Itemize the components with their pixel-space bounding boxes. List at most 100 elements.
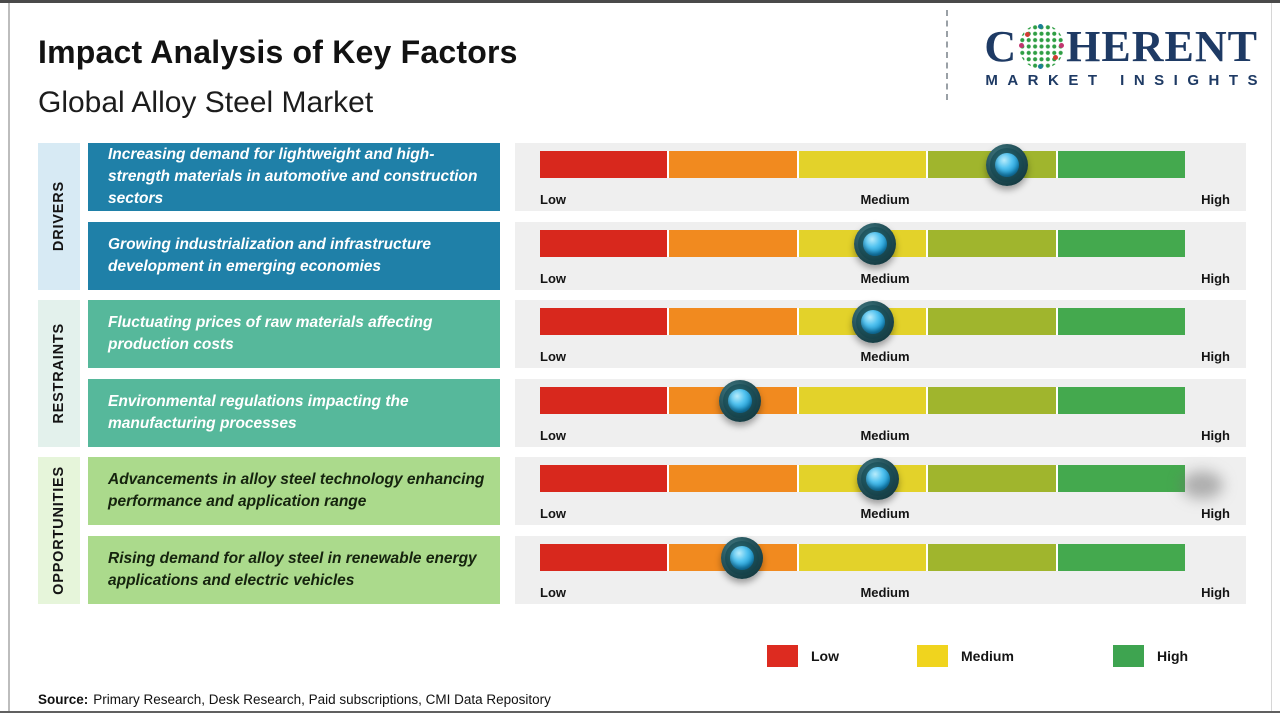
factor-text: Rising demand for alloy steel in renewab…: [108, 550, 477, 589]
group-opportunities: OPPORTUNITIES Advancements in alloy stee…: [38, 457, 1246, 604]
segment-low: [540, 465, 668, 492]
category-label-restraints: RESTRAINTS: [38, 300, 80, 447]
segment-low: [540, 308, 668, 335]
scale-label-high: High: [1201, 585, 1230, 600]
page-title: Impact Analysis of Key Factors: [38, 34, 518, 70]
scale-label-medium: Medium: [860, 428, 910, 443]
category-label-drivers: DRIVERS: [38, 143, 80, 290]
legend-label-low: Low: [811, 648, 839, 664]
scale-label-low: Low: [540, 192, 566, 207]
factor-text: Advancements in alloy steel technology e…: [108, 471, 485, 510]
impact-slider-knob[interactable]: [720, 536, 763, 579]
segment-medium-high: [928, 387, 1056, 414]
factor-row: Environmental regulations impacting the …: [88, 379, 1246, 447]
scale-label-high: High: [1201, 271, 1230, 286]
slide-left-border: [8, 3, 10, 711]
factor-row: Increasing demand for lightweight and hi…: [88, 143, 1246, 211]
segment-medium: [798, 544, 927, 571]
legend-swatch-medium: [917, 645, 948, 667]
globe-dots-icon: [1019, 24, 1065, 69]
segment-low: [540, 387, 668, 414]
scale-labels: Low Medium High: [540, 271, 1230, 287]
impact-bar-track: [540, 143, 1186, 186]
impact-scale-panel: Low Medium High: [515, 457, 1246, 525]
segment-low-medium: [669, 230, 797, 257]
scale-labels: Low Medium High: [540, 349, 1230, 365]
impact-bar-track: [540, 536, 1186, 579]
segment-low-medium: [669, 308, 797, 335]
factor-text: Increasing demand for lightweight and hi…: [108, 146, 478, 207]
impact-slider-knob[interactable]: [718, 379, 761, 422]
impact-scale-panel: Low Medium High: [515, 379, 1246, 447]
scale-label-high: High: [1201, 349, 1230, 364]
segment-medium: [798, 151, 927, 178]
brand-letter-c: C: [984, 21, 1018, 71]
group-restraints: RESTRAINTS Fluctuating prices of raw mat…: [38, 300, 1246, 447]
segment-medium-high: [928, 230, 1056, 257]
source-text: Primary Research, Desk Research, Paid su…: [93, 692, 551, 707]
slide-right-border: [1271, 3, 1272, 711]
brand-tagline: MARKET INSIGHTS: [985, 72, 1267, 89]
scale-label-medium: Medium: [860, 506, 910, 521]
scale-label-low: Low: [540, 585, 566, 600]
scale-label-high: High: [1201, 428, 1230, 443]
factor-text-box: Advancements in alloy steel technology e…: [88, 457, 500, 525]
source-label: Source:: [38, 692, 89, 707]
legend-label-medium: Medium: [961, 648, 1014, 664]
impact-scale-panel: Low Medium High: [515, 222, 1246, 290]
impact-scale-panel: Low Medium High: [515, 536, 1246, 604]
impact-bar-track: [540, 379, 1186, 422]
legend-swatch-high: [1113, 645, 1144, 667]
segment-high: [1057, 230, 1186, 257]
slide-bottom-border: [0, 711, 1280, 713]
legend-item-high: High: [1113, 645, 1188, 667]
segment-low-medium: [669, 465, 797, 492]
scale-label-high: High: [1201, 192, 1230, 207]
impact-slider-knob[interactable]: [851, 300, 894, 343]
scale-label-low: Low: [540, 271, 566, 286]
factor-row: Growing industrialization and infrastruc…: [88, 222, 1246, 290]
factor-row: Fluctuating prices of raw materials affe…: [88, 300, 1246, 368]
segment-low: [540, 151, 668, 178]
segment-medium-high: [928, 544, 1056, 571]
scale-label-medium: Medium: [860, 192, 910, 207]
segment-medium-high: [928, 465, 1056, 492]
scale-label-medium: Medium: [860, 585, 910, 600]
scale-label-medium: Medium: [860, 271, 910, 286]
category-label-opportunities: OPPORTUNITIES: [38, 457, 80, 604]
scale-labels: Low Medium High: [540, 585, 1230, 601]
brand-letters-rest: HERENT: [1066, 21, 1258, 71]
segment-high: [1057, 151, 1186, 178]
category-text: OPPORTUNITIES: [51, 466, 67, 595]
header-dashed-divider: [946, 10, 948, 100]
factor-text: Fluctuating prices of raw materials affe…: [108, 314, 433, 353]
scale-label-low: Low: [540, 349, 566, 364]
scale-label-medium: Medium: [860, 349, 910, 364]
segment-low-medium: [669, 151, 797, 178]
impact-slider-knob[interactable]: [856, 457, 899, 500]
factor-text: Growing industrialization and infrastruc…: [108, 236, 431, 275]
bar-end-shadow: [1181, 471, 1223, 499]
factor-text-box: Growing industrialization and infrastruc…: [88, 222, 500, 290]
impact-scale-panel: Low Medium High: [515, 300, 1246, 368]
scale-labels: Low Medium High: [540, 506, 1230, 522]
impact-bar-track: [540, 300, 1186, 343]
factor-text-box: Increasing demand for lightweight and hi…: [88, 143, 500, 211]
impact-slider-knob[interactable]: [853, 222, 896, 265]
category-text: RESTRAINTS: [51, 323, 67, 424]
impact-bar-track: [540, 457, 1186, 500]
impact-slider-knob[interactable]: [985, 143, 1028, 186]
impact-matrix: DRIVERS Increasing demand for lightweigh…: [38, 143, 1246, 614]
segment-medium: [798, 387, 927, 414]
segment-high: [1057, 465, 1186, 492]
group-drivers: DRIVERS Increasing demand for lightweigh…: [38, 143, 1246, 290]
page-subtitle: Global Alloy Steel Market: [38, 86, 374, 119]
brand-logo: C HERENT MARKET INSIGHTS: [966, 24, 1258, 89]
segment-high: [1057, 308, 1186, 335]
scale-label-high: High: [1201, 506, 1230, 521]
factor-text-box: Fluctuating prices of raw materials affe…: [88, 300, 500, 368]
brand-wordmark: C HERENT: [966, 24, 1258, 69]
factor-row: Advancements in alloy steel technology e…: [88, 457, 1246, 525]
scale-labels: Low Medium High: [540, 428, 1230, 444]
